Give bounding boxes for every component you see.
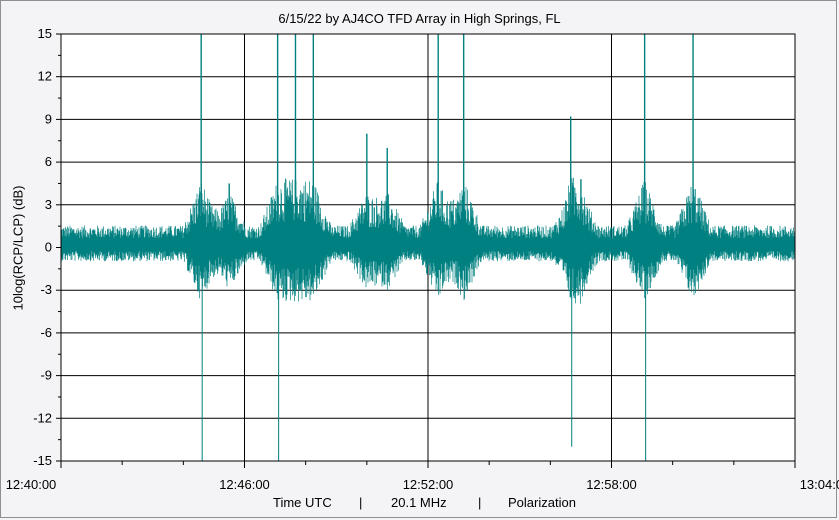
x-tick-label: 12:40:00 bbox=[6, 477, 57, 492]
x-tick-label: 12:52:00 bbox=[403, 477, 454, 492]
y-tick-label: 3 bbox=[45, 197, 52, 212]
chart-title: 6/15/22 by AJ4CO TFD Array in High Sprin… bbox=[278, 11, 561, 26]
y-tick-label: 12 bbox=[38, 69, 52, 84]
mode-label: Polarization bbox=[508, 495, 576, 510]
x-axis-label: Time UTC bbox=[273, 495, 332, 510]
separator: | bbox=[478, 495, 482, 510]
separator: | bbox=[359, 495, 363, 510]
series-layer bbox=[60, 34, 796, 461]
y-tick-label: -9 bbox=[40, 368, 52, 383]
x-tick-label: 12:46:00 bbox=[219, 477, 270, 492]
y-tick-label: 9 bbox=[45, 111, 52, 126]
y-tick-label: 15 bbox=[38, 26, 52, 41]
x-tick-label: 12:58:00 bbox=[586, 477, 637, 492]
y-tick-label: 0 bbox=[45, 240, 52, 255]
y-tick-label: -6 bbox=[40, 325, 52, 340]
axis-ticks: 15 12 9 6 3 0 -3 -6 -9 -12 -15 12:40:00 12:46:00 12:5… bbox=[6, 26, 839, 492]
y-tick-label: 6 bbox=[45, 154, 52, 169]
y-tick-label: -15 bbox=[33, 453, 52, 468]
frequency-label: 20.1 MHz bbox=[391, 495, 447, 510]
y-tick-label: -3 bbox=[40, 282, 52, 297]
x-tick-label: 13:04:00 bbox=[800, 477, 839, 492]
y-tick-label: -12 bbox=[33, 410, 52, 425]
